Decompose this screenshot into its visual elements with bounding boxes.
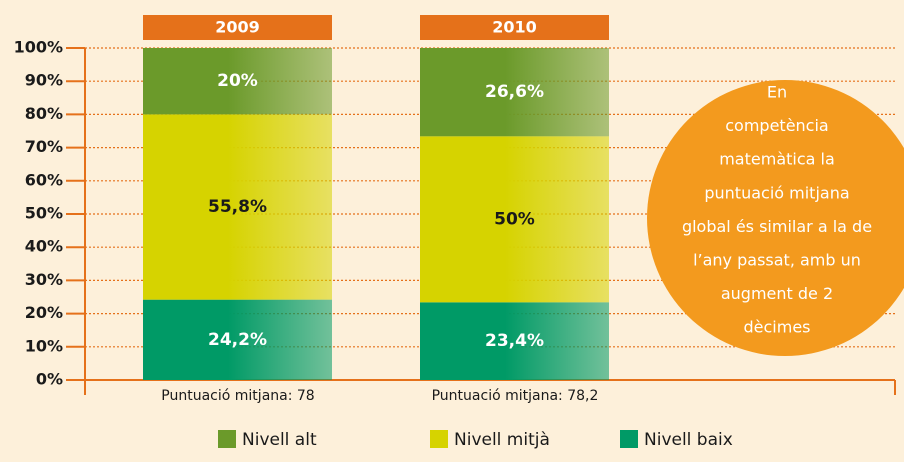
legend-label: Nivell mitjà — [454, 430, 550, 450]
y-tick-label: 20% — [25, 303, 63, 322]
legend-label: Nivell baix — [644, 430, 733, 450]
annotation-text: competència — [725, 116, 828, 135]
legend-swatch — [430, 430, 448, 448]
annotation-text: l’any passat, amb un — [693, 251, 861, 270]
category-label: 2009 — [215, 18, 260, 37]
bar-segment — [420, 136, 609, 303]
bar-segment — [420, 302, 609, 380]
category-header — [420, 15, 609, 40]
legend-swatch — [218, 430, 236, 448]
bar-segment — [143, 48, 332, 115]
annotation-text: dècimes — [743, 318, 810, 337]
data-label: 23,4% — [485, 331, 544, 351]
annotation-bubble — [647, 80, 904, 356]
data-label: 20% — [217, 71, 258, 91]
y-tick-label: 90% — [25, 71, 63, 90]
y-tick-label: 100% — [14, 38, 63, 57]
annotation-text: augment de 2 — [721, 284, 833, 303]
data-label: 50% — [494, 209, 535, 229]
legend-label: Nivell alt — [242, 430, 317, 450]
y-tick-label: 40% — [25, 237, 63, 256]
y-tick-label: 60% — [25, 170, 63, 189]
bar-note: Puntuació mitjana: 78,2 — [432, 388, 599, 404]
annotation-text: global és similar a la de — [682, 217, 872, 236]
data-label: 55,8% — [208, 197, 267, 217]
bar-note: Puntuació mitjana: 78 — [161, 388, 314, 404]
annotation-text: matemàtica la — [719, 150, 835, 169]
bar-segment — [143, 114, 332, 300]
annotation-text: puntuació mitjana — [704, 183, 849, 202]
y-tick-label: 30% — [25, 270, 63, 289]
category-header — [143, 15, 332, 40]
bar-segment — [420, 48, 609, 137]
y-tick-label: 50% — [25, 204, 63, 223]
y-tick-label: 10% — [25, 336, 63, 355]
data-label: 26,6% — [485, 82, 544, 102]
legend-swatch — [620, 430, 638, 448]
y-tick-label: 0% — [36, 370, 63, 389]
bar-segment — [143, 299, 332, 380]
annotation-text: En — [767, 83, 787, 102]
y-tick-label: 80% — [25, 104, 63, 123]
data-label: 24,2% — [208, 330, 267, 350]
y-tick-label: 70% — [25, 137, 63, 156]
category-label: 2010 — [492, 18, 537, 37]
